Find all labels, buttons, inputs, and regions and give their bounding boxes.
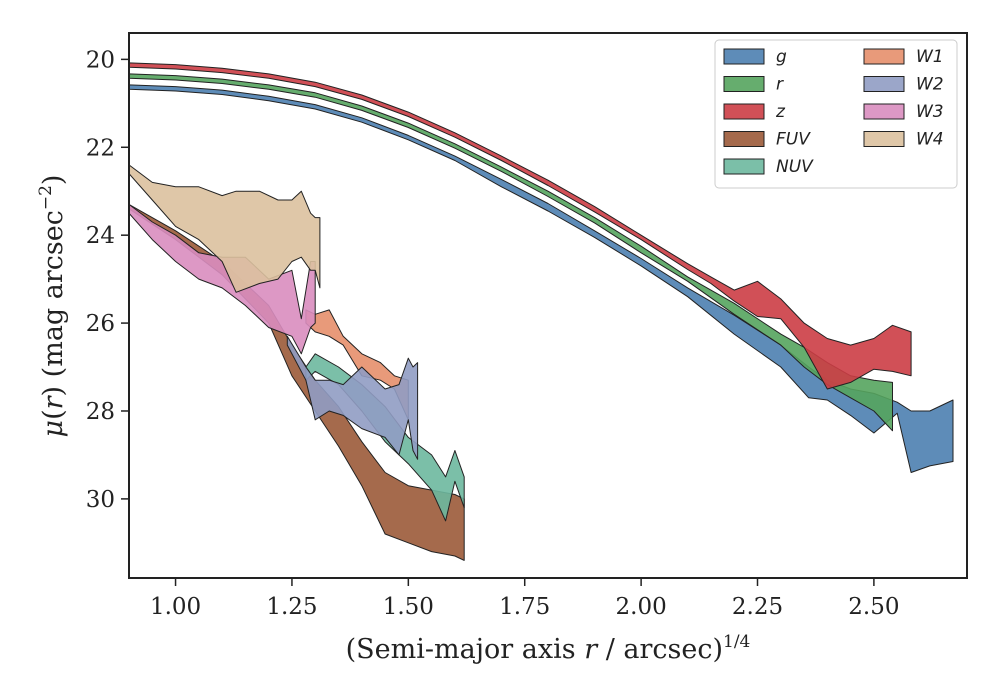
y-tick-label: 20 <box>86 47 115 73</box>
y-axis-label-exponent: −2 <box>36 185 56 210</box>
legend-swatch-nuv <box>723 158 765 175</box>
y-axis-label-close: ) <box>38 175 69 186</box>
area-w2 <box>286 335 419 460</box>
y-tick-label: 26 <box>86 311 115 337</box>
legend-swatch-g <box>723 48 765 65</box>
y-tick-label: 24 <box>86 223 115 249</box>
y-tick-label: 28 <box>86 399 115 425</box>
legend-swatch-w1 <box>863 48 905 65</box>
legend-label-g: g <box>776 47 787 67</box>
x-tick-label: 1.00 <box>150 594 201 620</box>
legend-label-w2: W2 <box>916 75 944 95</box>
area-w3 <box>129 203 316 355</box>
chart-areas <box>129 62 954 561</box>
area-z <box>129 62 912 390</box>
area-r <box>129 73 893 432</box>
legend-swatch-w4 <box>863 131 905 147</box>
legend-label-w3: W3 <box>916 102 944 122</box>
area-w4 <box>129 164 321 293</box>
x-tick-label: 1.50 <box>383 594 434 620</box>
y-axis-ticks: 20 22 24 26 28 30 <box>86 47 129 513</box>
legend-swatch-fuv <box>723 131 765 147</box>
y-axis-label-open: ( <box>38 409 69 420</box>
legend-swatch-w2 <box>863 76 905 92</box>
y-axis-label-variable: r <box>38 394 69 409</box>
x-axis-label-variable: r <box>584 634 599 665</box>
y-tick-label: 22 <box>86 135 115 161</box>
y-tick-label: 30 <box>86 487 115 513</box>
legend: grz FUV NUV W1 W2 W3 W4 <box>714 39 958 189</box>
x-axis-label-prefix: (Semi-major axis <box>346 634 585 665</box>
x-axis-label-exponent: 1/4 <box>723 632 750 652</box>
plot-frame <box>128 32 968 579</box>
x-axis-label-unit: / arcsec) <box>597 634 723 665</box>
x-tick-label: 2.25 <box>732 594 783 620</box>
legend-label-w4: W4 <box>916 130 944 150</box>
x-tick-label: 1.25 <box>266 594 317 620</box>
legend-label-z: z <box>775 102 786 122</box>
legend-label-r: r <box>776 75 784 95</box>
y-axis-label-mu: μ <box>38 420 69 438</box>
area-g <box>129 84 954 473</box>
x-tick-label: 2.50 <box>848 594 899 620</box>
legend-swatch-r <box>723 76 765 92</box>
x-axis-label: (Semi-major axis r / arcsec)1/4 <box>346 632 751 665</box>
legend-swatch-z <box>723 103 765 120</box>
y-axis-label: μ(r) (mag arcsec−2) <box>36 175 69 438</box>
legend-label-nuv: NUV <box>776 157 814 177</box>
x-tick-label: 1.75 <box>499 594 550 620</box>
y-axis-label-unit: ) (mag arcsec <box>38 210 69 396</box>
x-tick-label: 2.00 <box>616 594 667 620</box>
legend-label-fuv: FUV <box>776 130 811 150</box>
legend-swatch-w3 <box>863 103 905 120</box>
x-axis-ticks: 1.00 1.25 1.50 1.75 2.00 2.25 2.50 <box>150 578 899 620</box>
legend-label-w1: W1 <box>916 47 944 67</box>
